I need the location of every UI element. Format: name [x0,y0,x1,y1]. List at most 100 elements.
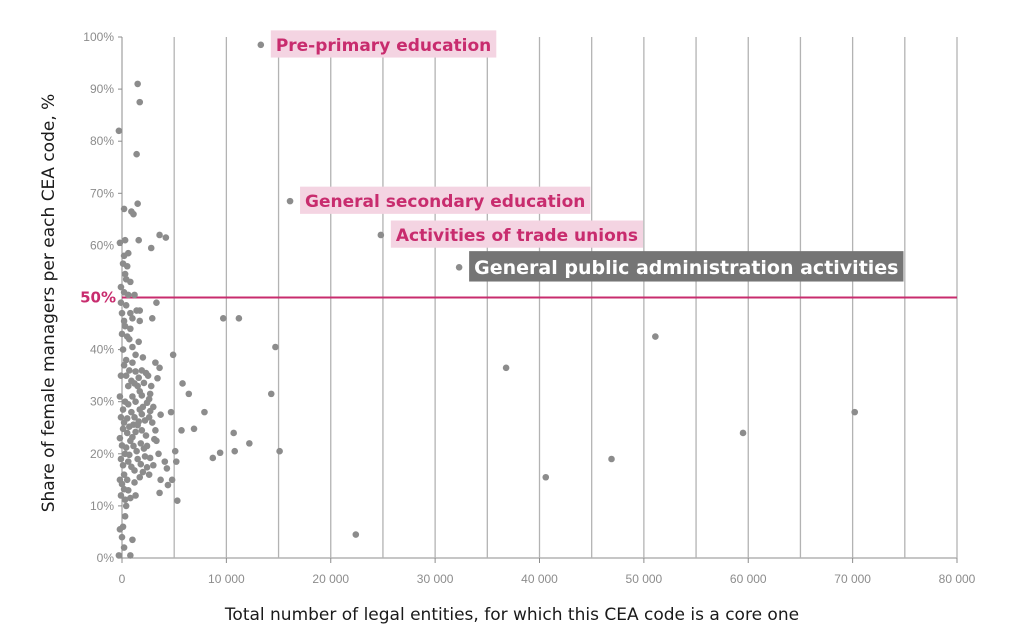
data-point [118,309,126,317]
data-point [377,231,385,239]
data-point [143,399,151,407]
data-point [157,411,164,419]
data-point [118,330,126,338]
data-point [124,249,132,257]
data-point [122,372,130,379]
data-point [146,390,154,398]
y-tick-label: 20% [90,447,114,461]
data-point [119,461,127,469]
data-point [169,351,177,359]
annotations: Pre-primary education General secondary e… [270,30,904,282]
data-point [117,492,125,499]
data-point [157,476,164,484]
data-point [156,489,163,497]
data-point [133,150,140,158]
data-point [152,359,159,366]
data-point [122,502,130,510]
x-tick-label: 50 000 [626,572,663,586]
data-point [139,468,147,476]
data-point [146,407,154,415]
y-tick-label: 60% [90,238,114,252]
data-point [132,428,139,436]
data-point [171,447,179,455]
data-point [126,367,133,374]
data-point [132,492,139,499]
data-point [118,442,126,449]
data-point [148,315,156,322]
data-point [120,544,128,551]
data-point [154,374,161,382]
data-point [136,473,144,481]
data-point [120,205,128,213]
data-point [138,367,146,374]
data-point [230,429,237,437]
y-tick-label: 70% [90,186,114,200]
data-point [137,440,145,447]
data-point [257,41,265,49]
data-point [120,361,128,369]
data-point [138,410,146,418]
fifty-percent-reference: 50% [80,289,957,307]
data-points [115,41,859,559]
data-point [135,338,142,346]
data-point [134,455,141,463]
data-point [123,476,131,484]
data-point [135,374,142,382]
data-point [117,414,125,421]
data-point [140,445,148,452]
data-point [135,236,142,244]
x-tick-label: 0 [119,572,126,586]
data-point [119,425,127,433]
data-point [739,429,747,437]
data-point [178,427,185,434]
annotation-box [469,251,904,282]
data-point [132,368,139,375]
y-tick-labels: 0% 10% 20% 30% 40% 60% 70% 80% 90% 100% [83,30,114,565]
data-point [133,447,140,455]
y-tick-label: 30% [90,395,114,409]
threshold-label: 50% [80,289,116,307]
data-point [141,453,149,460]
data-point [116,239,124,247]
annotation-label: Activities of trade unions [396,226,638,246]
data-point [142,432,150,439]
data-point [127,494,134,502]
data-point [130,210,137,218]
data-point [117,455,125,463]
data-point [168,476,176,484]
data-point [231,447,239,455]
data-point [118,533,126,541]
data-point [124,401,132,408]
data-point [122,302,130,309]
data-point [117,372,125,379]
data-point [174,497,181,504]
y-tick-label: 90% [90,82,114,96]
data-point [153,299,160,307]
data-point [216,449,224,457]
data-point [115,127,123,135]
data-point [129,315,136,322]
data-point [190,425,198,433]
data-point [120,317,128,325]
data-point [121,496,129,503]
data-point [152,427,159,434]
data-point [140,379,148,387]
data-point [652,333,659,340]
data-point [147,382,155,390]
data-point [127,309,134,317]
x-tick-label: 30 000 [417,572,454,586]
data-point [146,454,154,462]
data-point [127,325,134,333]
annotation-box [390,220,644,248]
data-point [608,455,615,463]
x-tick-label: 10 000 [208,572,245,586]
data-point [129,343,136,351]
x-tick-label: 60 000 [730,572,767,586]
data-point [131,414,138,421]
x-tick-label: 70 000 [834,572,871,586]
data-point [115,552,123,559]
data-point [502,364,510,372]
data-point [121,270,129,278]
data-point [235,315,243,322]
data-point [123,333,131,340]
